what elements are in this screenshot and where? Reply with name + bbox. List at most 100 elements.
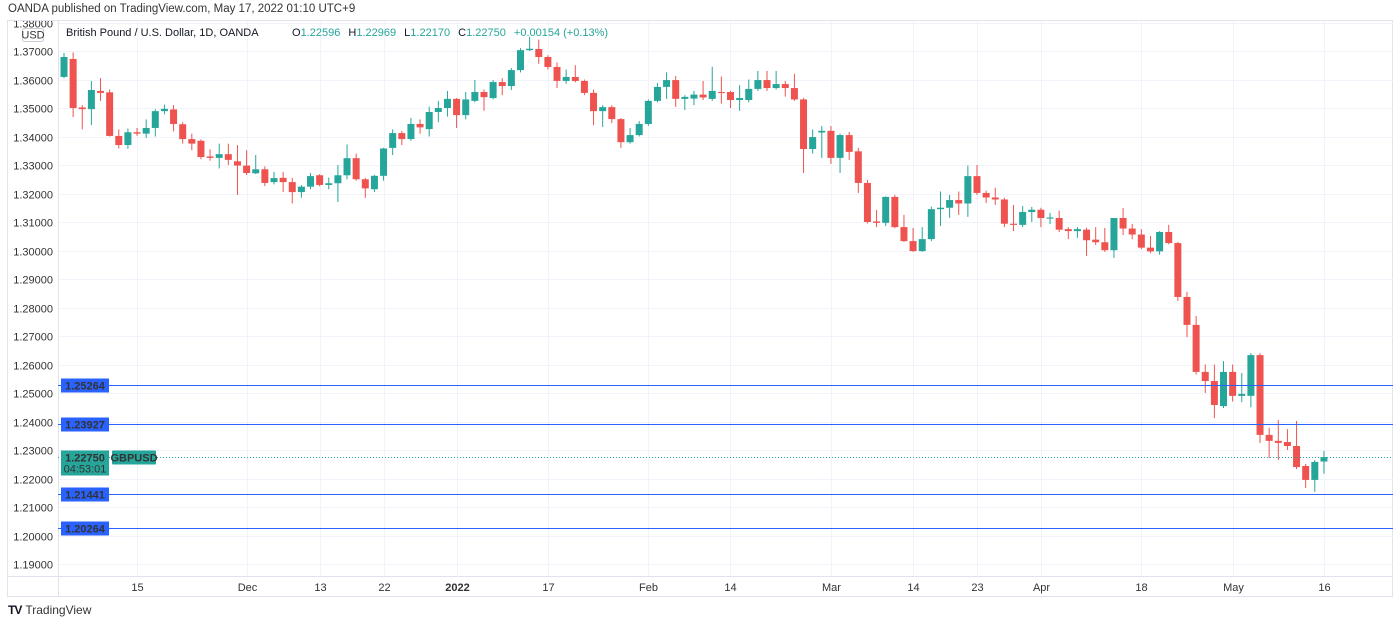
horizontal-line-price-label: 1.25264	[65, 381, 106, 393]
price-tick-label: 1.25000	[13, 389, 53, 401]
candle-down	[69, 58, 77, 108]
horizontal-line-price-label-bg	[61, 417, 109, 432]
legend-l-label: L	[404, 27, 410, 39]
legend-c-label: C	[458, 27, 466, 39]
time-tick-label: Mar	[822, 582, 841, 594]
grid	[58, 21, 1393, 576]
candle-up	[946, 200, 954, 208]
candle-down	[1174, 243, 1182, 297]
legend-symbol: British Pound / U.S. Dollar, 1D, OANDA	[66, 27, 259, 39]
candle-down	[1146, 247, 1154, 252]
currency-badge-label: USD	[21, 30, 44, 42]
candle-down	[790, 88, 798, 100]
legend-change: +0.00154 (+0.13%)	[514, 27, 608, 39]
candle-down	[909, 241, 917, 252]
candle-up	[882, 196, 890, 223]
candle-up	[307, 176, 315, 187]
price-tick-label: 1.36000	[13, 76, 53, 88]
candle-up	[60, 56, 68, 77]
price-tick-label: 1.22000	[13, 475, 53, 487]
candle-down	[617, 119, 625, 143]
candle-down	[361, 179, 369, 189]
time-tick-label: Dec	[238, 582, 258, 594]
horizontal-line-price-label: 1.21441	[65, 490, 105, 502]
candle-down	[1183, 296, 1191, 325]
time-tick-label: 23	[971, 582, 983, 594]
candle-up	[1247, 355, 1255, 396]
candle-up	[297, 186, 305, 193]
candle-down	[672, 80, 680, 99]
candle-down	[1064, 229, 1072, 232]
candle-down	[1083, 229, 1091, 241]
candle-down	[1137, 234, 1145, 248]
candle-down	[1210, 381, 1218, 405]
price-tick-label: 1.19000	[13, 560, 53, 572]
candle-up	[215, 154, 223, 158]
tradingview-logo-icon: TV	[8, 603, 22, 617]
horizontal-line-price-label-bg	[61, 378, 109, 393]
candle-up	[334, 175, 342, 184]
candle-up	[343, 158, 351, 176]
candle-down	[1037, 209, 1045, 219]
candle-down	[78, 107, 86, 110]
tradingview-logo[interactable]: TV TradingView	[8, 603, 91, 617]
candle-up	[626, 135, 634, 143]
legend-c-value: 1.22750	[466, 27, 506, 39]
tradingview-brand: TradingView	[25, 603, 92, 617]
legend-ohlc: O1.22596 H1.22969 L1.22170 C1.22750 +0.0…	[292, 27, 608, 39]
candle-down	[233, 161, 241, 166]
candle-down	[535, 49, 543, 57]
price-tick-label: 1.24000	[13, 418, 53, 430]
time-tick-label: 22	[378, 582, 390, 594]
price-tick-label: 1.27000	[13, 332, 53, 344]
candle-up	[964, 176, 972, 204]
candle-up	[1073, 229, 1081, 232]
candle-down	[170, 109, 178, 124]
candle-down	[1192, 324, 1200, 372]
candle-up	[927, 209, 935, 240]
candle-up	[736, 98, 744, 101]
candle-up	[370, 175, 378, 190]
time-tick-label: 14	[724, 582, 736, 594]
candle-down	[608, 107, 616, 120]
candle-down	[279, 177, 287, 183]
candle-down	[580, 80, 588, 93]
price-tick-label: 1.35000	[13, 104, 53, 116]
candle-down	[544, 56, 552, 67]
time-tick-label: 16	[1318, 582, 1330, 594]
legend-o-label: O	[292, 27, 301, 39]
price-tick-label: 1.37000	[13, 47, 53, 59]
time-tick-label: Apr	[1033, 582, 1050, 594]
candle-down	[316, 175, 324, 185]
candle-down	[398, 133, 406, 140]
candle-up	[562, 76, 570, 81]
price-axis[interactable]: 1.38000 1.37000 1.36000 1.35000 1.34000 1.330…	[13, 19, 53, 572]
price-tick-label: 1.29000	[13, 275, 53, 287]
candle-up	[507, 70, 515, 87]
price-tick-label: 1.38000	[13, 19, 53, 31]
legend-o-value: 1.22596	[301, 27, 341, 39]
candle-up	[708, 90, 716, 99]
candle-up	[462, 99, 470, 116]
candle-down	[115, 135, 123, 146]
current-price-label: 1.22750	[65, 453, 105, 465]
horizontal-lines[interactable]: 1.25264 1.23927 1.21441 1.20264	[58, 378, 1393, 536]
candle-up	[489, 82, 497, 99]
time-tick-label: May	[1223, 582, 1244, 594]
currency-badge[interactable]: USD	[21, 28, 45, 42]
candle-up	[407, 123, 415, 140]
candle-down	[197, 140, 205, 158]
candle-up	[918, 239, 926, 252]
candle-up	[1311, 461, 1319, 480]
candle-up	[151, 111, 159, 128]
time-axis[interactable]: 15 Dec 13 22 2022 17 Feb 14 Mar 14 23 Apr 18 May 16	[131, 582, 1330, 594]
candle-down	[699, 94, 707, 98]
candle-down	[1274, 440, 1282, 443]
candle-down	[1092, 239, 1100, 243]
candle-down	[590, 92, 598, 112]
candle-down	[416, 123, 424, 128]
price-tick-label: 1.32000	[13, 190, 53, 202]
candle-up	[1110, 218, 1118, 251]
candle-down	[553, 66, 561, 81]
